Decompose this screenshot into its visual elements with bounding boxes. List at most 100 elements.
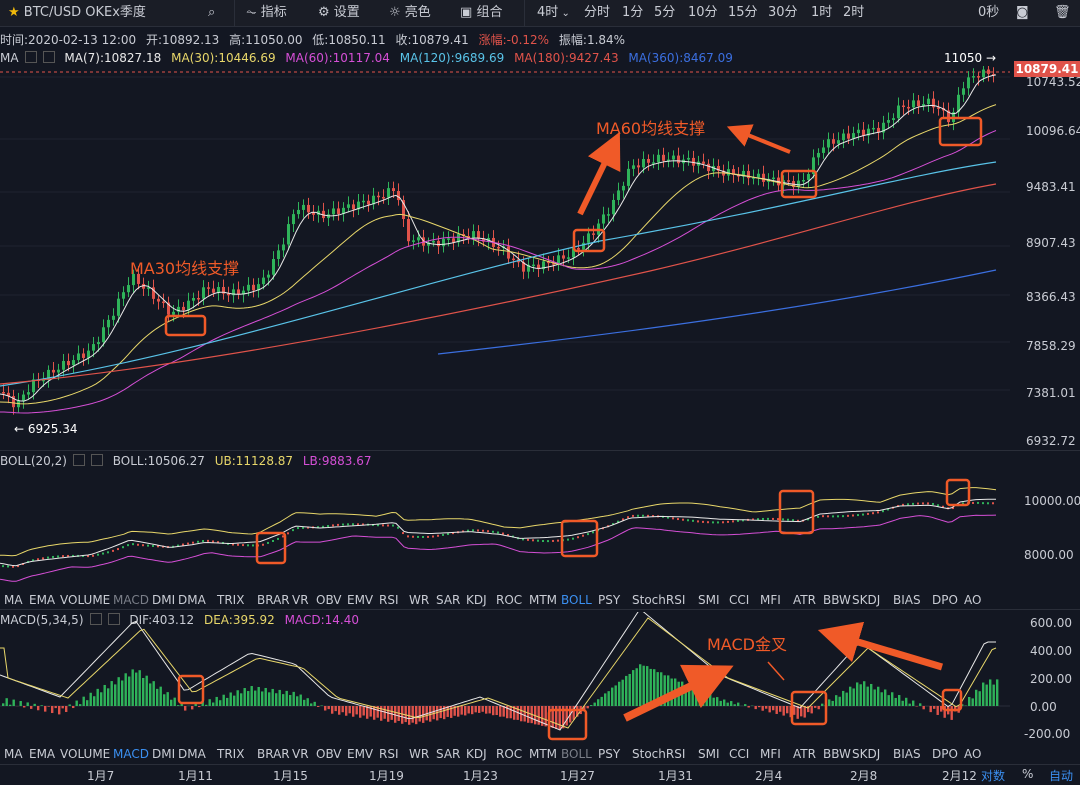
indicator-tab-obv[interactable]: OBV (316, 590, 342, 610)
tf-5[interactable]: 30分 (768, 4, 798, 22)
indicator-tab-cci[interactable]: CCI (729, 744, 749, 764)
indicator-tab-dma[interactable]: DMA (178, 590, 206, 610)
indicator-tab-smi[interactable]: SMI (698, 744, 720, 764)
indicator-tab-bbw[interactable]: BBW (823, 744, 851, 764)
indicator-tab-dma[interactable]: DMA (178, 744, 206, 764)
indicator-tab-smi[interactable]: SMI (698, 590, 720, 610)
indicator-tab-skdj[interactable]: SKDJ (852, 744, 880, 764)
camera-icon[interactable]: ◙ (1016, 4, 1029, 22)
candle-body (362, 201, 365, 203)
indicator-tab-macd[interactable]: MACD (113, 744, 149, 764)
percent-toggle[interactable]: % (1022, 767, 1033, 781)
indicator-tab-obv[interactable]: OBV (316, 744, 342, 764)
indicator-tab-roc[interactable]: ROC (496, 590, 522, 610)
indicator-tab-brar[interactable]: BRAR (257, 744, 290, 764)
tf-0[interactable]: 分时 (584, 4, 610, 22)
indicator-tab-ema[interactable]: EMA (29, 590, 55, 610)
boll-candle (857, 514, 859, 516)
tf-3[interactable]: 10分 (688, 4, 718, 22)
tf-2[interactable]: 5分 (654, 4, 675, 22)
indicator-tab-ao[interactable]: AO (964, 744, 981, 764)
boll-candle (847, 515, 849, 517)
indicator-tab-trix[interactable]: TRIX (217, 590, 244, 610)
indicator-tab-ao[interactable]: AO (964, 590, 981, 610)
indicator-tab-boll[interactable]: BOLL (561, 590, 592, 610)
indicator-tab-mfi[interactable]: MFI (760, 744, 781, 764)
macd-histogram-bar (37, 706, 39, 710)
indicator-tab-wr[interactable]: WR (409, 590, 429, 610)
indicator-tab-bias[interactable]: BIAS (893, 590, 921, 610)
tf-4[interactable]: 15分 (728, 4, 758, 22)
indicator-tab-wr[interactable]: WR (409, 744, 429, 764)
indicator-tab-rsi[interactable]: RSI (379, 590, 399, 610)
indicator-tab-rsi[interactable]: RSI (379, 744, 399, 764)
boll-close-icon[interactable] (91, 454, 103, 466)
symbol-selector[interactable]: ★ BTC/USD OKEx季度 (8, 4, 146, 22)
indicator-tab-sar[interactable]: SAR (436, 744, 460, 764)
indicator-tab-dpo[interactable]: DPO (932, 590, 958, 610)
tf-1[interactable]: 1分 (622, 4, 643, 22)
indicator-tab-trix[interactable]: TRIX (217, 744, 244, 764)
boll-chart[interactable] (0, 466, 1010, 590)
ma-settings-icon[interactable] (25, 51, 37, 63)
price-axis-label: 8366.43 (1026, 290, 1076, 304)
star-icon[interactable]: ★ (8, 5, 20, 20)
indicator-tab-emv[interactable]: EMV (347, 744, 373, 764)
indicator-tab-vr[interactable]: VR (292, 590, 309, 610)
macd-chart[interactable] (0, 612, 1010, 744)
indicator-tab-ma[interactable]: MA (4, 744, 23, 764)
indicator-tab-cci[interactable]: CCI (729, 590, 749, 610)
chevron-down-icon: ⌄ (558, 8, 570, 19)
indicator-tab-dmi[interactable]: DMI (152, 590, 175, 610)
trash-icon[interactable]: 🗑 (1054, 4, 1071, 22)
settings-button[interactable]: ⚙ 设置 (318, 4, 360, 22)
candle-body (842, 134, 845, 141)
search-icon[interactable]: ⌕ (208, 4, 215, 22)
indicator-tab-dpo[interactable]: DPO (932, 744, 958, 764)
indicator-tab-mtm[interactable]: MTM (529, 590, 557, 610)
indicator-tab-atr[interactable]: ATR (793, 744, 816, 764)
theme-button[interactable]: ☼ 亮色 (389, 4, 431, 22)
indicator-tab-stochrsi[interactable]: StochRSI (632, 744, 685, 764)
macd-histogram-bar (282, 694, 284, 706)
indicator-tab-emv[interactable]: EMV (347, 590, 373, 610)
candle-body (962, 88, 965, 94)
indicator-tab-brar[interactable]: BRAR (257, 590, 290, 610)
tf-6[interactable]: 1时 (811, 4, 832, 22)
indicator-tab-roc[interactable]: ROC (496, 744, 522, 764)
indicator-tab-mfi[interactable]: MFI (760, 590, 781, 610)
boll-settings-icon[interactable] (73, 454, 85, 466)
combo-button[interactable]: ▣ 组合 (460, 4, 502, 22)
macd-histogram-bar (555, 706, 557, 729)
indicator-tab-macd[interactable]: MACD (113, 590, 149, 610)
indicator-tab-volume[interactable]: VOLUME (60, 590, 110, 610)
indicator-tab-ma[interactable]: MA (4, 590, 23, 610)
indicator-tab-atr[interactable]: ATR (793, 590, 816, 610)
indicator-tab-psy[interactable]: PSY (598, 744, 620, 764)
tf-7[interactable]: 2时 (843, 4, 864, 22)
indicator-tab-skdj[interactable]: SKDJ (852, 590, 880, 610)
indicator-tab-volume[interactable]: VOLUME (60, 744, 110, 764)
indicator-tab-vr[interactable]: VR (292, 744, 309, 764)
indicator-tab-boll[interactable]: BOLL (561, 744, 592, 764)
indicator-tab-psy[interactable]: PSY (598, 590, 620, 610)
indicator-tab-mtm[interactable]: MTM (529, 744, 557, 764)
log-scale-toggle[interactable]: 对数 (981, 767, 1005, 784)
boll-candle (592, 531, 594, 533)
indicator-tab-bbw[interactable]: BBW (823, 590, 851, 610)
indicator-tab-dmi[interactable]: DMI (152, 744, 175, 764)
indicator-tab-sar[interactable]: SAR (436, 590, 460, 610)
auto-scale-toggle[interactable]: 自动 (1049, 767, 1073, 784)
indicator-tab-kdj[interactable]: KDJ (466, 590, 487, 610)
boll-candle (927, 502, 929, 504)
indicator-tab-bias[interactable]: BIAS (893, 744, 921, 764)
boll-candle (882, 510, 884, 512)
indicator-tab-kdj[interactable]: KDJ (466, 744, 487, 764)
indicator-tab-ema[interactable]: EMA (29, 744, 55, 764)
ma-close-icon[interactable] (43, 51, 55, 63)
indicator-tab-stochrsi[interactable]: StochRSI (632, 590, 685, 610)
macd-histogram-bar (660, 672, 662, 706)
timeframe-selected[interactable]: 4时 ⌄ (537, 4, 570, 22)
indicator-button[interactable]: ⏦ 指标 (246, 4, 287, 22)
